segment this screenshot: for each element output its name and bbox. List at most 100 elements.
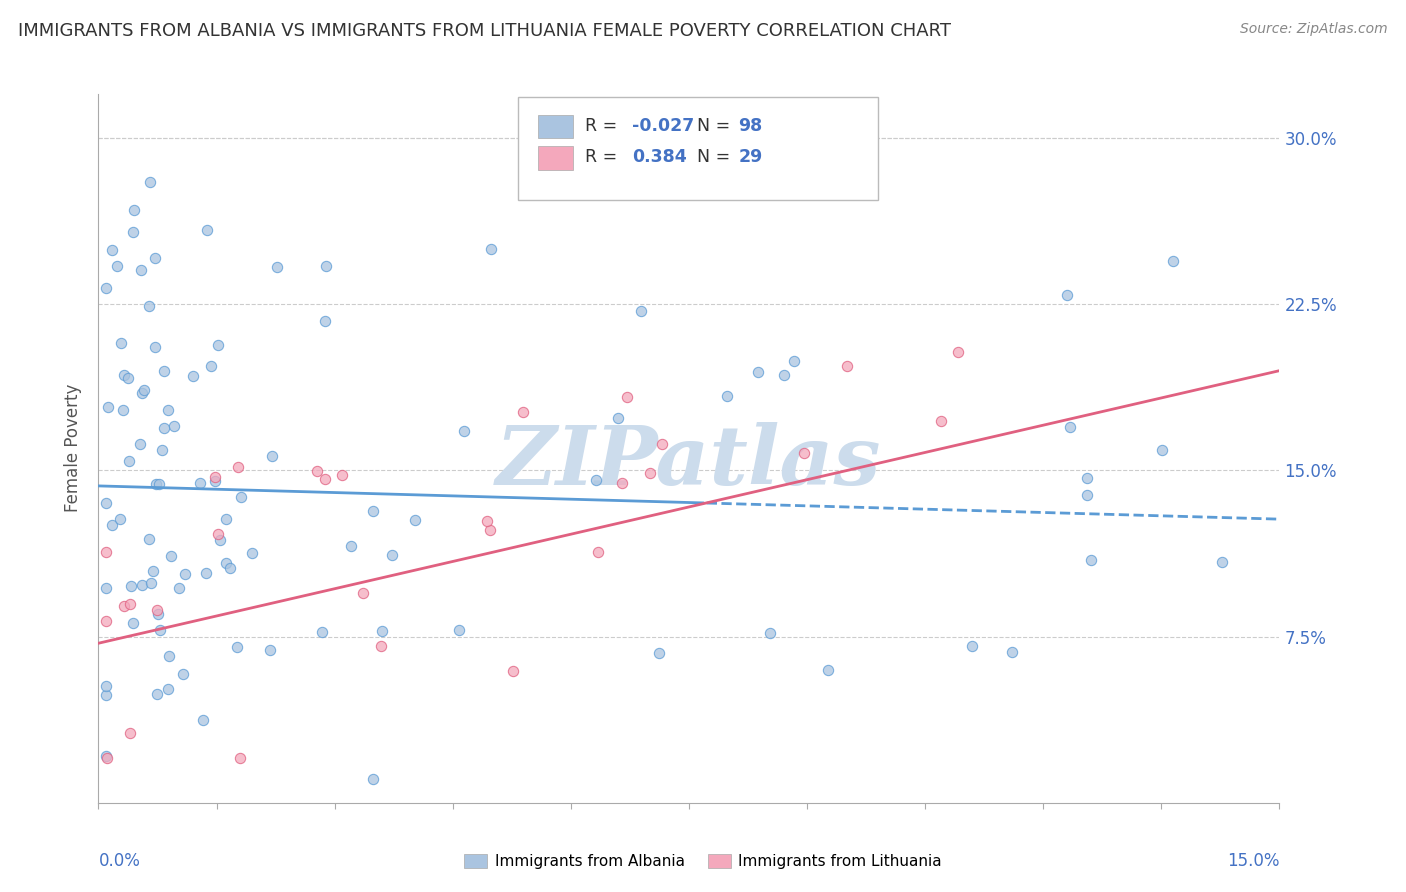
Point [149, 623, 172, 637]
Point [172, 667, 194, 681]
Point [1059, 420, 1081, 434]
Point [370, 624, 392, 639]
Point [962, 640, 984, 654]
Point [145, 251, 167, 265]
Point [793, 445, 815, 459]
Text: R =: R = [585, 117, 623, 136]
Point [262, 450, 284, 464]
Text: 0.0%: 0.0% [98, 853, 141, 871]
Point [585, 473, 607, 487]
Point [139, 576, 162, 591]
Text: ZIPatlas: ZIPatlas [496, 423, 882, 502]
Point [96, 581, 118, 595]
Point [148, 477, 170, 491]
Point [105, 259, 128, 273]
Point [146, 687, 169, 701]
Point [502, 664, 524, 678]
Point [215, 512, 238, 526]
Point [97, 400, 120, 414]
Legend: Immigrants from Albania, Immigrants from Lithuania: Immigrants from Albania, Immigrants from… [458, 848, 948, 875]
Point [118, 454, 141, 468]
Point [195, 223, 218, 237]
Text: Source: ZipAtlas.com: Source: ZipAtlas.com [1240, 22, 1388, 37]
Point [817, 663, 839, 677]
Point [122, 226, 145, 240]
Point [101, 518, 124, 533]
Point [139, 175, 162, 189]
Text: 98: 98 [738, 117, 763, 136]
Point [404, 513, 426, 527]
Point [225, 640, 247, 655]
Point [305, 464, 328, 478]
Point [361, 504, 384, 518]
Point [453, 424, 475, 438]
Point [131, 263, 153, 277]
Point [946, 344, 969, 359]
Point [96, 688, 118, 702]
Point [607, 411, 630, 425]
Point [160, 549, 183, 563]
Point [138, 299, 160, 313]
Point [108, 512, 131, 526]
Text: N =: N = [697, 117, 735, 136]
Point [648, 646, 671, 660]
Point [110, 335, 132, 350]
Text: IMMIGRANTS FROM ALBANIA VS IMMIGRANTS FROM LITHUANIA FEMALE POVERTY CORRELATION : IMMIGRANTS FROM ALBANIA VS IMMIGRANTS FR… [18, 22, 952, 40]
Point [153, 421, 176, 435]
Point [128, 437, 150, 451]
Point [204, 474, 226, 488]
Point [447, 623, 470, 637]
Point [157, 402, 180, 417]
Point [153, 364, 176, 378]
Point [1211, 555, 1233, 569]
Point [120, 597, 142, 611]
Point [1076, 488, 1098, 502]
Point [218, 561, 240, 575]
Point [96, 614, 118, 628]
Point [120, 725, 142, 739]
Point [311, 624, 333, 639]
Point [157, 681, 180, 696]
Point [96, 280, 118, 294]
Point [475, 514, 498, 528]
Point [96, 545, 118, 559]
Point [747, 365, 769, 379]
Text: 0.384: 0.384 [633, 148, 688, 167]
Point [512, 404, 534, 418]
Point [610, 475, 633, 490]
Point [835, 359, 858, 373]
Point [146, 602, 169, 616]
Point [315, 259, 337, 273]
Point [117, 371, 139, 385]
Point [112, 368, 135, 382]
Point [630, 304, 652, 318]
Point [131, 578, 153, 592]
Point [651, 437, 673, 451]
Point [782, 354, 804, 368]
Point [162, 418, 184, 433]
Point [191, 713, 214, 727]
Point [112, 403, 135, 417]
Point [138, 532, 160, 546]
Point [188, 476, 211, 491]
Point [1080, 553, 1102, 567]
Point [479, 242, 502, 256]
Point [259, 643, 281, 657]
Point [314, 472, 336, 486]
Point [132, 383, 155, 397]
Point [122, 616, 145, 631]
Point [361, 772, 384, 786]
Point [1076, 471, 1098, 485]
Point [207, 527, 229, 541]
Point [96, 679, 118, 693]
Point [759, 625, 782, 640]
Point [352, 586, 374, 600]
Text: R =: R = [585, 148, 628, 167]
Text: N =: N = [697, 148, 735, 167]
Text: 29: 29 [738, 148, 763, 167]
Point [131, 385, 153, 400]
Point [330, 468, 353, 483]
Point [120, 579, 142, 593]
Point [122, 203, 145, 218]
Point [773, 368, 796, 382]
